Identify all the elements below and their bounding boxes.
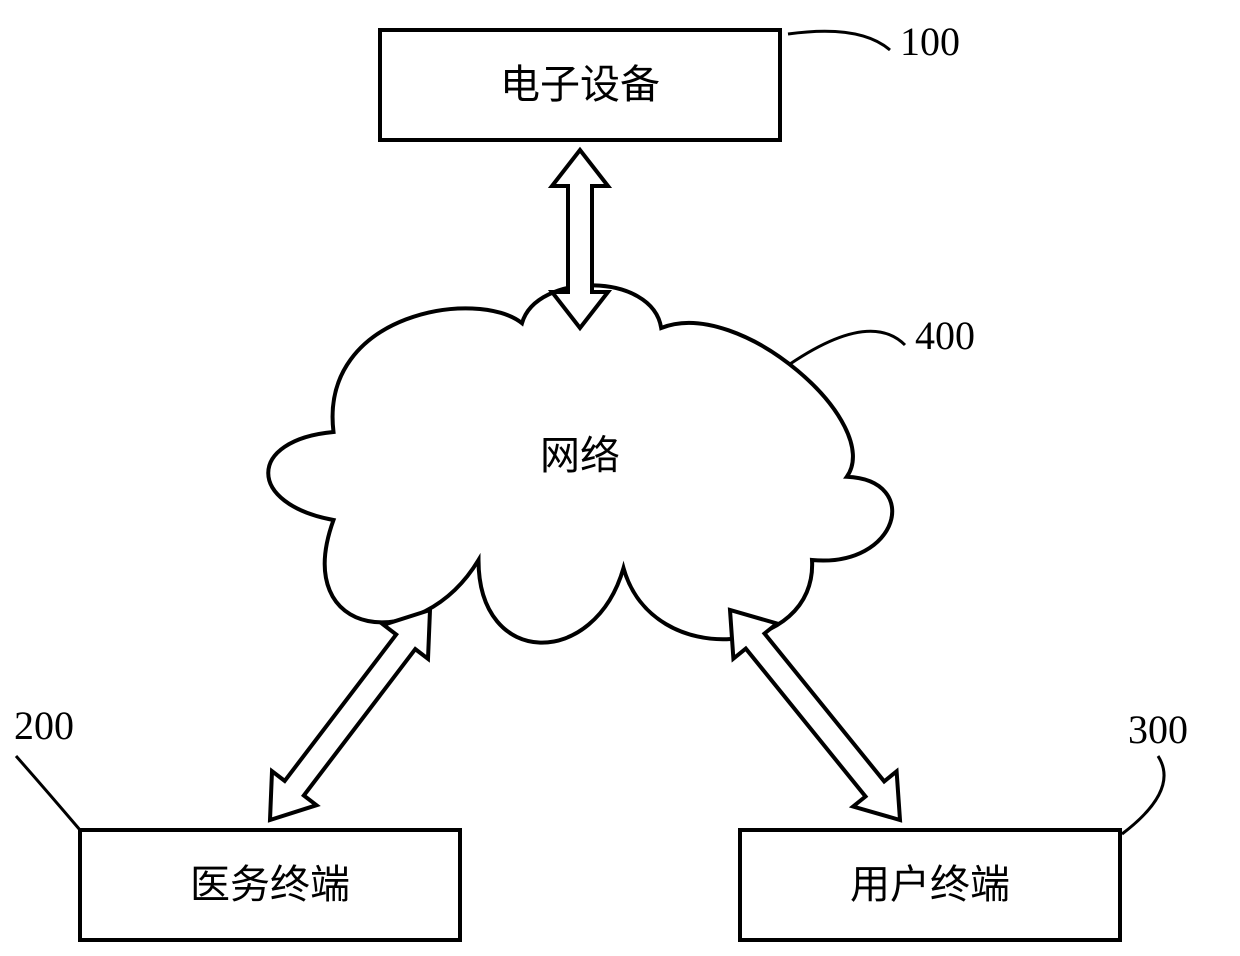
electronic_device-ref: 100 <box>900 19 960 64</box>
electronic_device-label: 电子设备 <box>500 62 660 107</box>
medical_terminal-label: 医务终端 <box>190 862 350 907</box>
network_cloud-label: 网络 <box>540 433 620 478</box>
system-diagram: 电子设备 100 网络 400 医务终端 200 用户终端 300 <box>0 0 1240 956</box>
edge-cloud-user <box>730 610 900 820</box>
electronic_device-leader <box>788 31 890 50</box>
medical_terminal-ref: 200 <box>14 703 74 748</box>
user_terminal-label: 用户终端 <box>850 862 1010 907</box>
network_cloud-ref: 400 <box>915 313 975 358</box>
edge-cloud-medical <box>270 610 430 820</box>
user_terminal-leader <box>1122 756 1164 834</box>
medical_terminal-leader <box>16 756 80 830</box>
network_cloud-leader <box>790 331 905 364</box>
edge-device-cloud <box>552 150 608 328</box>
user_terminal-ref: 300 <box>1128 707 1188 752</box>
